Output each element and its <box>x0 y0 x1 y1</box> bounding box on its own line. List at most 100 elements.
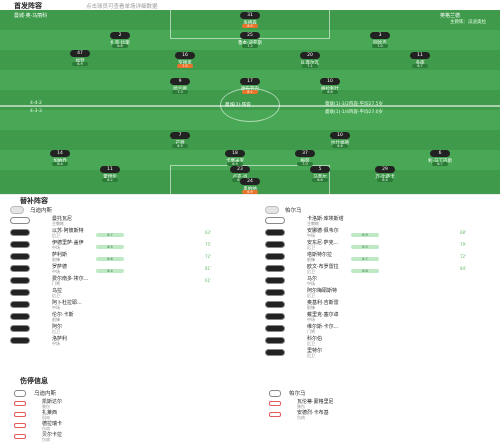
injury-icon <box>269 401 281 406</box>
player-avatar <box>10 277 30 284</box>
injury-name: 瓦伦蒂·蒙格里尼 <box>297 399 334 405</box>
away-player[interactable]: 6利·马丁内斯6.7 <box>420 150 460 166</box>
player-name: 阿坎吉 <box>354 40 406 46</box>
sub-row[interactable]: 戴里克·塞尔卓 中场 <box>255 311 500 323</box>
player-avatar <box>265 289 285 296</box>
lineup-subtitle: 点击球员可查看单场详细数据 <box>86 4 158 10</box>
player-avatar <box>10 337 30 344</box>
home-player[interactable]: 31埃德森6.5 <box>230 12 270 28</box>
sub-row[interactable]: 以苏·阿彼斯特 后卫 6.7 63' <box>0 227 245 239</box>
home-player[interactable]: 16罗德里7.5 <box>165 52 205 68</box>
subs-left-team: 乌迪内斯 <box>30 207 53 214</box>
away-player[interactable]: 14加纳乔6.4 <box>40 150 80 166</box>
sub-row[interactable]: 马尔 中场 <box>255 275 500 287</box>
sub-row[interactable]: 阿尔 后卫 <box>0 323 245 335</box>
sub-row[interactable]: 罗萨德 中场 6.4 81' <box>0 263 245 275</box>
sub-row[interactable]: 阿尔梅耶斯特 后卫 <box>255 287 500 299</box>
player-number: 14 <box>50 150 70 157</box>
subs-right: 帕尔马 卡洛斯·库埃斯塔 主教练 安娜德·佩韦尔 中场 6.9 68' 安东尼·萨克..… <box>255 204 500 359</box>
player-number: 2 <box>110 32 130 39</box>
player-rating: 7.0 <box>297 162 313 166</box>
sub-row[interactable]: 乌拉 后卫 <box>0 287 245 299</box>
injury-name: 凯斯达尔 <box>42 399 63 405</box>
player-name: 埃德森 <box>224 20 276 26</box>
player-rating: 7.5 <box>177 64 193 68</box>
coach-name: 卡洛斯·库埃斯塔 <box>307 216 344 222</box>
away-player[interactable]: 5马奎尔6.6 <box>300 166 340 182</box>
away-player[interactable]: 37梅努7.0 <box>285 150 325 166</box>
injury-left: 乌迪内斯 凯斯达尔 膝伤 扎莱西 肌肉 德拉瑞卡 伤病 贝尔卡拉 伤病 <box>0 388 245 442</box>
home-player[interactable]: 17德布劳内8.1 <box>230 78 270 94</box>
player-rating: 6.2 <box>102 178 118 182</box>
home-player[interactable]: 11多库6.7 <box>400 52 440 68</box>
sub-name: 安东尼·萨克... <box>307 240 339 246</box>
sub-row[interactable]: 洛萨利 中场 <box>0 335 245 347</box>
home-player[interactable]: 20B.席尔瓦7.1 <box>290 52 330 68</box>
sub-name: 欧文·布罗雷拉 <box>307 264 339 270</box>
away-coach: 主教练：瓜迪奥拉 <box>450 20 486 25</box>
sub-position: 后卫 <box>307 293 315 298</box>
player-number: 10 <box>330 132 350 139</box>
injury-name: 德拉瑞卡 <box>42 421 63 427</box>
injury-right-list: 瓦伦蒂·蒙格里尼 膝伤 安德烈·卡布基 伤病 <box>255 398 500 420</box>
away-player[interactable]: 29万-比萨卡6.4 <box>365 166 405 182</box>
coach-name: 曼托瓦尼 <box>52 216 73 222</box>
home-player[interactable]: 9哈兰德7.3 <box>160 78 200 94</box>
home-player[interactable]: 10格拉利什6.6 <box>310 78 350 94</box>
injury-row[interactable]: 瓦伦蒂·蒙格里尼 膝伤 <box>255 398 500 409</box>
away-player[interactable]: 11霍伊伦6.2 <box>90 166 130 182</box>
player-number: 31 <box>240 12 260 19</box>
subs-left: 乌迪内斯 曼托瓦尼 主教练 以苏·阿彼斯特 后卫 6.7 63' 伊德里萨·盖伊 中场 6.… <box>0 204 245 347</box>
player-avatar <box>10 289 30 296</box>
sub-row[interactable]: 伊德里萨·盖伊 中场 6.5 75' <box>0 239 245 251</box>
sub-row[interactable]: 安娜德·佩韦尔 中场 6.9 68' <box>255 227 500 239</box>
away-player[interactable]: 10拉什福德6.8 <box>320 132 360 148</box>
home-player[interactable]: 3阿坎吉7.0 <box>360 32 400 48</box>
sub-row[interactable]: 维尔斯·卡尔... 门将 <box>255 323 500 335</box>
home-player[interactable]: 2扎克·比斯6.8 <box>100 32 140 48</box>
sub-row[interactable]: 欧文·布罗雷拉 后卫 6.6 84' <box>255 263 500 275</box>
player-rating: 7.1 <box>302 64 318 68</box>
injury-title: 伤停信息 <box>20 377 48 385</box>
bottom-box <box>170 165 330 194</box>
coach-row[interactable]: 曼托瓦尼 主教练 <box>0 215 245 227</box>
sub-row[interactable]: 科尔伯 后卫 <box>255 335 500 347</box>
sub-name: 洛萨利 <box>52 336 68 342</box>
player-rating: 6.4 <box>52 162 68 166</box>
away-player[interactable]: 18卡塞米罗6.9 <box>215 150 255 166</box>
injury-icon <box>14 434 26 439</box>
home-player[interactable]: 25鲁本·迪亚斯7.2 <box>230 32 270 48</box>
sub-row[interactable]: 萨利斯 前锋 6.6 72' <box>0 251 245 263</box>
sub-position: 中场 <box>307 317 315 322</box>
sub-row[interactable]: 塔斯特尔拉 前锋 6.7 72' <box>255 251 500 263</box>
player-avatar <box>265 241 285 248</box>
injury-row[interactable]: 德拉瑞卡 伤病 <box>0 420 245 431</box>
away-player[interactable]: 24奥纳纳6.9 <box>230 178 270 194</box>
sub-row[interactable]: 伦尔·卡斯 前锋 <box>0 311 245 323</box>
away-player[interactable]: 7芒特6.5 <box>160 132 200 148</box>
sub-name: 萨利斯 <box>52 252 68 258</box>
coach-row[interactable]: 卡洛斯·库埃斯塔 主教练 <box>255 215 500 227</box>
sub-row[interactable]: 奥基利·吉斯雷 前锋 <box>255 299 500 311</box>
subs-right-team: 帕尔马 <box>285 207 302 214</box>
sub-row[interactable]: 里特尔 后卫 <box>255 347 500 359</box>
player-rating: 6.6 <box>322 90 338 94</box>
injury-row[interactable]: 贝尔卡拉 伤病 <box>0 431 245 442</box>
player-avatar <box>265 301 285 308</box>
sub-name: 戴里克·塞尔卓 <box>307 312 339 318</box>
player-rating: 6.7 <box>412 64 428 68</box>
sub-row[interactable]: 费尔南多·埃尔... 门将 61' <box>0 275 245 287</box>
sub-row[interactable]: 阿卜杜拉耶... 中场 <box>0 299 245 311</box>
home-player[interactable]: 47福登6.9 <box>60 50 100 66</box>
sub-name: 乌拉 <box>52 288 63 294</box>
sub-row[interactable]: 安东尼·萨克... 后卫 6.5 79' <box>255 239 500 251</box>
injury-row[interactable]: 凯斯达尔 膝伤 <box>0 398 245 409</box>
player-rating: 6.6 <box>312 178 328 182</box>
injury-row[interactable]: 扎莱西 肌肉 <box>0 409 245 420</box>
injury-row[interactable]: 安德烈·卡布基 伤病 <box>255 409 500 420</box>
sub-position: 后卫 <box>52 233 60 238</box>
sub-position: 中场 <box>52 341 60 346</box>
player-name: 拉什福德 <box>314 140 366 146</box>
player-name: 哈兰德 <box>154 86 206 92</box>
player-number: 3 <box>370 32 390 39</box>
